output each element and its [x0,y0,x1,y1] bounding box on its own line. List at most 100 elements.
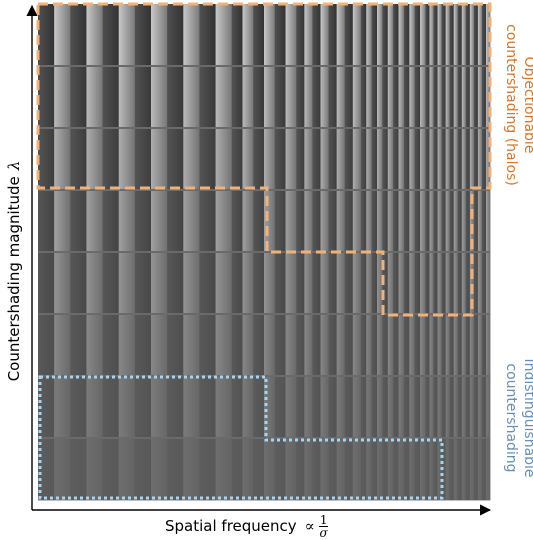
stimulus-cell [86,4,103,67]
stimulus-cell [274,438,286,501]
stimulus-cell [469,438,475,501]
stimulus-cell [54,314,71,377]
stimulus-cell [449,66,455,129]
stimulus-cell [336,252,346,315]
stimulus-cell [441,252,447,315]
stimulus-cell [296,252,305,315]
stimulus-cell [328,376,338,439]
stimulus-cell [274,190,286,253]
stimulus-cell [360,190,367,253]
stimulus-cell [360,438,367,501]
stimulus-cell [398,438,405,501]
stimulus-cell [285,4,297,67]
stimulus-cell [253,190,265,253]
stimulus-cell [312,66,321,129]
stimulus-cell [429,4,434,67]
fraction-denominator: σ [319,526,328,540]
stimulus-cell [485,128,491,191]
stimulus-cell [420,66,426,129]
objectionable-annotation-line2: countershading (halos) [503,24,519,186]
stimulus-cell [371,4,378,67]
stimulus-cell [429,376,434,439]
stimulus-cell [382,4,389,67]
stimulus-cell [215,376,233,439]
stimulus-cell [414,314,421,377]
stimulus-cell [465,376,471,439]
stimulus-cell [86,66,103,129]
stimulus-cell [449,190,455,253]
stimulus-cell [118,314,136,377]
stimulus-cell [420,4,426,67]
stimulus-cell [336,314,346,377]
stimulus-cell [377,438,383,501]
stimulus-cell [360,4,367,67]
stimulus-cell [231,438,243,501]
stimulus-cell [409,66,416,129]
stimulus-cell [425,376,430,439]
stimulus-cell [433,376,438,439]
stimulus-cell [398,66,405,129]
stimulus-cell [167,4,184,67]
stimulus-cell [425,4,430,67]
stimulus-cell [437,190,442,253]
stimulus-cell [312,190,321,253]
stimulus-cell [360,376,367,439]
stimulus-cell [441,190,447,253]
stimulus-cell [264,376,276,439]
stimulus-cell [437,4,442,67]
stimulus-cell [453,66,459,129]
stimulus-cell [328,66,338,129]
stimulus-cell [86,128,103,191]
stimulus-cell [344,314,354,377]
indistinguishable-annotation-line1: Indistinguishable [521,358,533,478]
stimulus-cell [70,190,87,253]
stimulus-cell [70,66,87,129]
stimulus-cell [457,128,463,191]
stimulus-cell [437,128,442,191]
stimulus-cell [231,190,243,253]
stimulus-cell [264,128,276,191]
stimulus-cell [445,376,451,439]
stimulus-cell [481,376,487,439]
stimulus-cell [469,66,475,129]
stimulus-cell [420,252,426,315]
stimulus-cell [320,376,329,439]
stimulus-cell [304,66,313,129]
stimulus-cell [352,314,362,377]
stimulus-cell [183,128,200,191]
stimulus-cell [167,190,184,253]
stimulus-cell [437,252,442,315]
stimulus-cell [437,438,442,501]
objectionable-annotation-line1: Objectionable [521,56,533,154]
stimulus-cell [54,252,71,315]
stimulus-cell [320,314,329,377]
stimulus-cell [38,66,55,129]
stimulus-cell [465,314,471,377]
stimulus-cell [382,376,389,439]
stimulus-cell [469,314,475,377]
stimulus-cell [167,376,184,439]
y-axis-label: Countershading magnitude λ [5,121,23,421]
stimulus-cell [296,4,305,67]
stimulus-cell [167,314,184,377]
stimulus-cell [387,128,394,191]
stimulus-cell [344,4,354,67]
stimulus-cell [242,128,254,191]
stimulus-cell [134,128,152,191]
stimulus-cell [38,252,55,315]
stimulus-cell [414,4,421,67]
stimulus-cell [320,190,329,253]
stimulus-cell [199,4,216,67]
stimulus-cell [215,252,233,315]
stimulus-cell [453,190,459,253]
stimulus-cell [215,190,233,253]
stimulus-cell [477,128,483,191]
stimulus-cell [183,66,200,129]
x-axis-label: Spatial frequency ∝ 1 σ [165,514,329,540]
stimulus-cell [352,252,362,315]
stimulus-cell [477,66,483,129]
stimulus-cell [320,4,329,67]
stimulus-cell [457,190,463,253]
stimulus-cell [70,438,87,501]
stimulus-cell [473,376,479,439]
